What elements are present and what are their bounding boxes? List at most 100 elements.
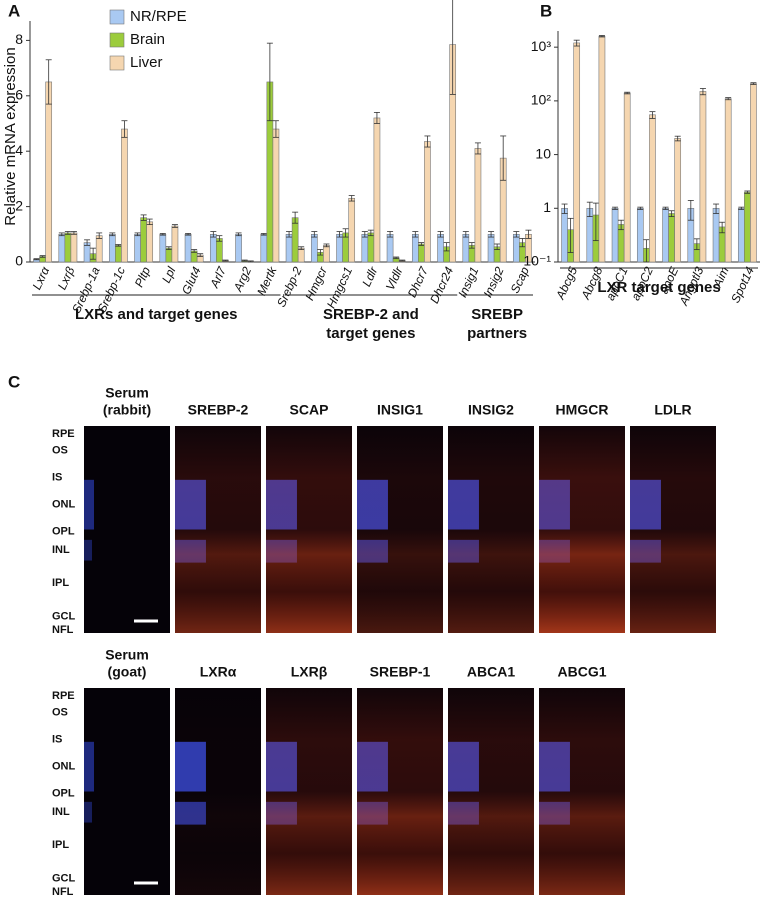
error-bar	[693, 238, 700, 251]
error-bar	[649, 111, 656, 119]
legend-label: Brain	[130, 31, 165, 48]
bar	[724, 98, 732, 263]
micrograph	[175, 426, 261, 633]
y-tick-label: 10³	[531, 38, 552, 54]
bar	[462, 233, 470, 263]
error-bar	[140, 214, 147, 221]
group-label: partners	[467, 325, 527, 342]
error-bar	[70, 231, 77, 235]
bar	[310, 233, 318, 263]
layer-label: OS	[52, 707, 68, 719]
bar	[411, 233, 419, 263]
error-bar	[525, 229, 532, 239]
error-bar	[424, 135, 431, 148]
layer-label: RPE	[52, 690, 75, 702]
bar	[121, 128, 128, 263]
bar	[611, 207, 619, 263]
column-title: (rabbit)	[103, 402, 151, 418]
stain	[539, 688, 625, 895]
bar	[297, 247, 305, 263]
column-title: SREBP-2	[188, 402, 249, 418]
bar	[662, 207, 669, 263]
stain	[448, 426, 534, 633]
error-bar	[513, 231, 520, 238]
layer-label: IS	[52, 734, 62, 746]
layer-label: NFL	[52, 886, 74, 898]
error-bar	[165, 246, 172, 250]
error-bar	[674, 135, 681, 142]
y-tick-label: 2	[15, 197, 23, 213]
error-bar	[399, 259, 406, 262]
error-bar	[668, 210, 675, 218]
layer-label: GCL	[52, 610, 76, 622]
layer-label: OPL	[52, 787, 75, 799]
x-tick-label: Arl7	[207, 263, 230, 290]
x-tick-label: Insig2	[480, 264, 506, 299]
error-bar	[462, 231, 469, 238]
error-bar	[235, 232, 242, 237]
bar	[216, 238, 223, 263]
layer-label: IS	[52, 472, 62, 484]
column-title: LDLR	[654, 402, 691, 418]
error-bar	[494, 243, 501, 250]
bar	[636, 207, 644, 263]
group-label: LXR target genes	[597, 279, 720, 296]
micrograph	[630, 426, 716, 633]
bar	[134, 233, 141, 263]
y-tick-label: 8	[15, 31, 23, 47]
error-bar	[84, 239, 91, 246]
y-tick-label: 6	[15, 86, 23, 102]
error-bar	[418, 242, 425, 246]
error-bar	[115, 244, 122, 247]
bar	[140, 217, 147, 263]
layer-label: IPL	[52, 839, 69, 851]
error-bar	[45, 59, 52, 105]
error-bar	[750, 82, 757, 85]
x-tick-label: Abcg5	[553, 264, 581, 302]
bar	[64, 232, 72, 263]
bar	[512, 233, 520, 263]
layer-label: GCL	[52, 872, 76, 884]
error-bar	[474, 142, 481, 155]
error-bar	[222, 259, 229, 262]
bar	[617, 224, 625, 263]
x-tick-label: Arg2	[230, 264, 254, 294]
error-bar	[272, 120, 279, 138]
column-title: LXRα	[200, 664, 237, 680]
image-bg	[84, 688, 170, 895]
column-title: SREBP-1	[370, 664, 431, 680]
error-bar	[210, 231, 217, 238]
micrograph	[84, 688, 170, 895]
error-bar	[39, 255, 46, 258]
column-title: INSIG2	[468, 402, 514, 418]
error-bar	[662, 206, 669, 210]
error-bar	[393, 256, 400, 260]
error-bar	[266, 42, 273, 122]
error-bar	[612, 206, 619, 210]
column-title: INSIG1	[377, 402, 423, 418]
error-bar	[412, 231, 419, 238]
group-label: target genes	[326, 325, 415, 342]
column-title: ABCA1	[467, 664, 515, 680]
bar	[235, 233, 242, 263]
bar	[699, 91, 707, 263]
micrograph	[175, 688, 261, 895]
panel-label: C	[8, 372, 20, 391]
layer-label: NFL	[52, 624, 74, 636]
error-bar	[719, 221, 726, 234]
bar	[649, 114, 656, 263]
error-bar	[64, 231, 71, 235]
bar	[386, 233, 394, 263]
bar	[373, 117, 381, 263]
bar	[750, 83, 757, 263]
error-bar	[500, 135, 507, 181]
stain	[266, 426, 352, 633]
image-bg	[84, 426, 170, 633]
micrograph	[448, 688, 534, 895]
error-bar	[286, 231, 293, 238]
layer-label: INL	[52, 544, 70, 556]
error-bar	[134, 232, 141, 237]
group-label: SREBP	[471, 306, 523, 323]
bar	[712, 207, 720, 263]
error-bar	[567, 217, 574, 253]
